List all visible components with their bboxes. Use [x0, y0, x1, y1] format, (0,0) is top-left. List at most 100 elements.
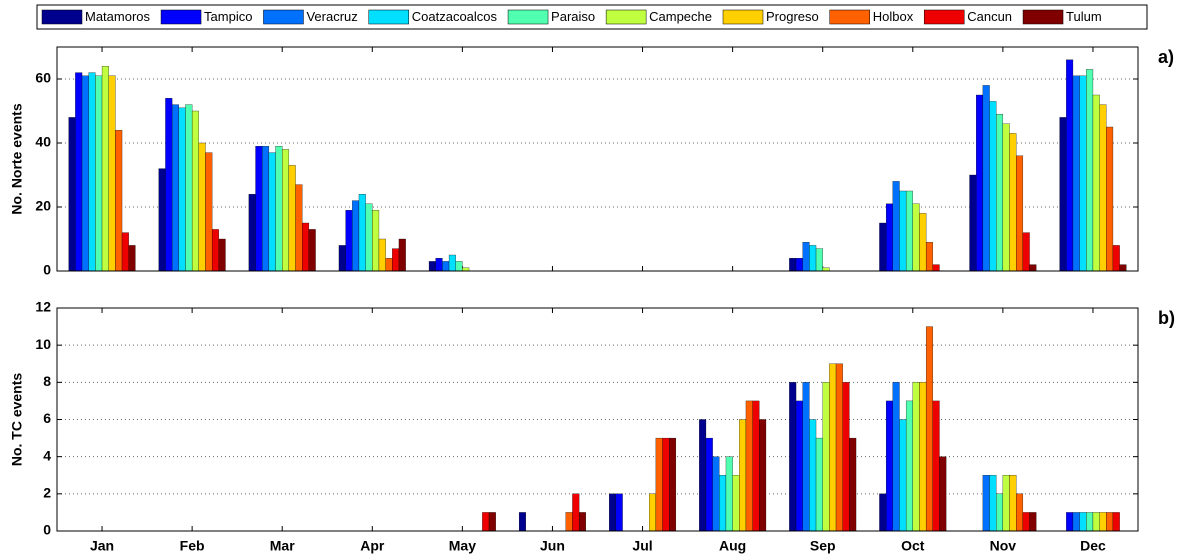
- bar: [829, 363, 837, 532]
- bar: [68, 117, 76, 272]
- bar: [1016, 493, 1024, 532]
- bar: [712, 456, 720, 532]
- bar: [719, 475, 727, 532]
- bar: [912, 382, 920, 532]
- bar: [725, 456, 733, 532]
- x-tick-label: May: [449, 538, 476, 554]
- bar: [615, 493, 623, 532]
- x-tick-label: Jan: [90, 538, 114, 554]
- legend-swatch: [263, 9, 304, 25]
- bar: [282, 149, 290, 272]
- bar: [1016, 155, 1024, 272]
- bar: [1002, 475, 1010, 532]
- bar: [1059, 117, 1067, 272]
- x-tick-label: Mar: [270, 538, 295, 554]
- bar: [1066, 512, 1074, 532]
- bar: [88, 72, 96, 272]
- bar: [1099, 104, 1107, 272]
- bar: [982, 475, 990, 532]
- bar: [1086, 69, 1094, 272]
- bar: [996, 114, 1004, 272]
- y-tick-label: 0: [43, 262, 51, 278]
- bar: [95, 75, 103, 272]
- x-tick-label: Apr: [360, 538, 385, 554]
- y-tick-label: 12: [35, 299, 51, 315]
- y-tick-label: 20: [35, 198, 51, 214]
- x-tick-label: Jun: [540, 538, 565, 554]
- bar: [165, 98, 173, 272]
- legend-swatch: [160, 9, 202, 25]
- bar: [892, 181, 900, 272]
- bar: [1086, 512, 1094, 532]
- bar: [1072, 75, 1080, 272]
- x-tick-label: Jul: [632, 538, 652, 554]
- y-tick-label: 2: [43, 485, 51, 501]
- bar: [248, 194, 256, 272]
- bar: [892, 382, 900, 532]
- bar: [115, 130, 123, 272]
- legend-swatch: [507, 9, 549, 25]
- bar: [976, 94, 984, 272]
- bar: [789, 382, 797, 532]
- bar: [795, 258, 803, 272]
- y-axis-label: No. TC events: [9, 373, 25, 467]
- legend-label: Campeche: [649, 9, 712, 24]
- bar: [1106, 126, 1114, 272]
- bar: [1009, 133, 1017, 272]
- bar: [191, 110, 199, 272]
- x-tick-label: Feb: [180, 538, 205, 554]
- legend-swatch: [368, 9, 410, 25]
- bar: [158, 168, 166, 272]
- bar: [932, 400, 940, 532]
- legend-label: Veracruz: [306, 9, 357, 24]
- x-tick-label: Sep: [810, 538, 836, 554]
- bar: [849, 437, 857, 532]
- y-tick-label: 8: [43, 373, 51, 389]
- x-tick-label: Aug: [719, 538, 746, 554]
- bar: [345, 210, 353, 272]
- bar: [1079, 512, 1087, 532]
- bar: [609, 493, 617, 532]
- bar: [171, 104, 179, 272]
- y-tick-label: 10: [35, 336, 51, 352]
- bar: [578, 512, 586, 532]
- bar: [1092, 94, 1100, 272]
- bar: [885, 203, 893, 272]
- y-tick-label: 60: [35, 70, 51, 86]
- bar: [649, 493, 657, 532]
- legend-label: Matamoros: [85, 9, 151, 24]
- legend-label: Cancun: [967, 9, 1012, 24]
- bar: [919, 382, 927, 532]
- bar: [1029, 264, 1037, 272]
- bar: [705, 437, 713, 532]
- bar: [448, 254, 456, 272]
- bar: [302, 222, 310, 272]
- bar: [338, 245, 346, 272]
- bar: [809, 419, 817, 532]
- bar: [759, 419, 767, 532]
- x-tick-label: Nov: [990, 538, 1017, 554]
- bar: [185, 104, 193, 272]
- bar: [428, 261, 436, 272]
- bar: [108, 75, 116, 272]
- bar: [899, 419, 907, 532]
- bar: [268, 152, 276, 272]
- panel-label: a): [1158, 47, 1174, 67]
- bar: [802, 242, 810, 272]
- bar: [372, 210, 380, 272]
- legend-label: Holbox: [873, 9, 914, 24]
- bar: [899, 190, 907, 272]
- bar: [1022, 512, 1030, 532]
- bar: [75, 72, 83, 272]
- bar: [1099, 512, 1107, 532]
- axes-box: [57, 47, 1138, 271]
- axes-frame: [56, 46, 1139, 272]
- bar: [378, 238, 386, 272]
- bar: [178, 107, 186, 272]
- bar: [739, 419, 747, 532]
- bar: [385, 258, 393, 272]
- bar: [989, 475, 997, 532]
- bar: [745, 400, 753, 532]
- bar: [1092, 512, 1100, 532]
